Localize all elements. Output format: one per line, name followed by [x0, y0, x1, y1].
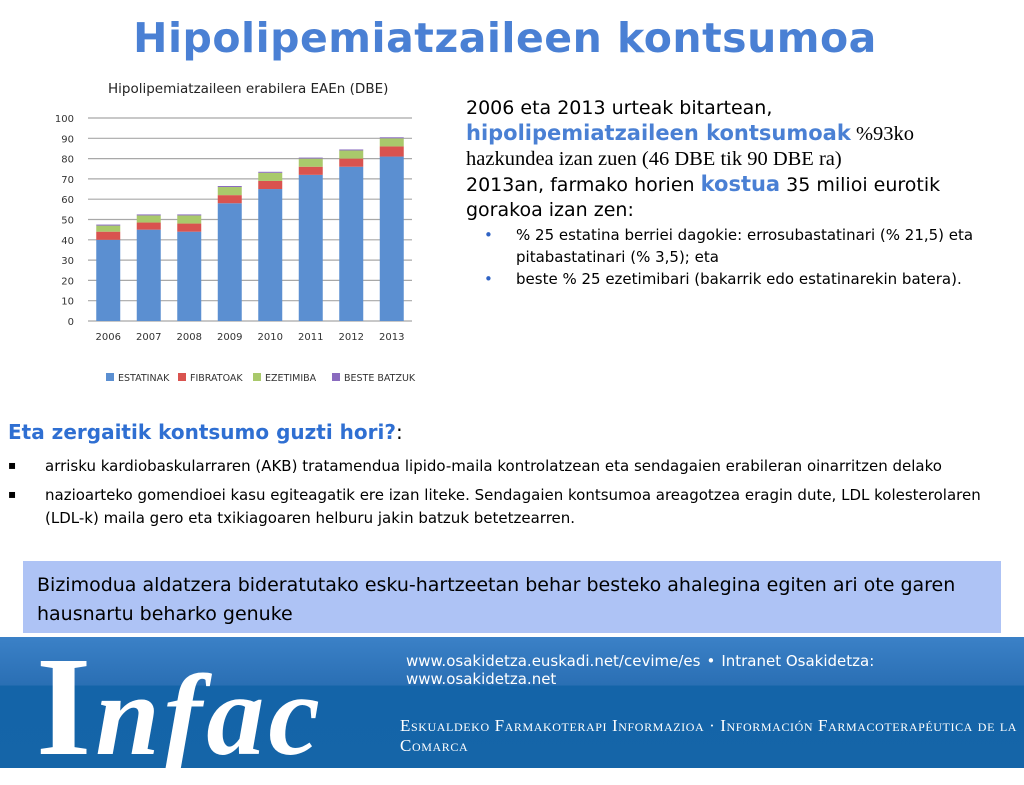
y-tick-label: 0: [68, 317, 74, 328]
cost-prefix: 2013an, farmako horien: [466, 174, 701, 196]
x-tick-label: 2009: [217, 332, 242, 343]
square-bullet-icon: ▪: [8, 487, 17, 501]
bar-segment: [298, 157, 323, 159]
bar-segment: [136, 214, 161, 216]
reason-text: arrisku kardiobaskularraren (AKB) tratam…: [45, 457, 942, 475]
bar-segment: [298, 158, 323, 167]
x-tick-label: 2013: [379, 332, 404, 343]
separator: •: [706, 652, 716, 670]
bar-segment: [339, 149, 364, 151]
bar-segment: [177, 215, 202, 224]
bar-segment: [258, 189, 283, 321]
square-bullet-icon: ▪: [8, 458, 17, 472]
bar-segment: [217, 203, 242, 321]
bar-segment: [217, 186, 242, 188]
bar-segment: [136, 229, 161, 321]
reasons-list: ▪ arrisku kardiobaskularraren (AKB) trat…: [8, 455, 1008, 536]
callout-box: Bizimodua aldatzera bideratutako esku-ha…: [23, 561, 1001, 633]
bar-segment: [177, 214, 202, 216]
bar-segment: [258, 172, 283, 181]
legend-swatch: [332, 373, 340, 381]
bar-segment: [217, 187, 242, 196]
bar-segment: [177, 223, 202, 232]
bar-segment: [379, 156, 404, 321]
x-tick-label: 2007: [136, 332, 161, 343]
footer-banner: [0, 637, 1024, 768]
x-tick-label: 2006: [96, 332, 121, 343]
y-tick-label: 80: [61, 155, 74, 166]
intranet-link[interactable]: Intranet Osakidetza: www.osakidetza.net: [406, 652, 875, 688]
intro-line-2: hipolipemiatzaileen kontsumoak %93ko: [466, 121, 1022, 147]
intro-text: 2006 eta 2013 urteak bitartean, hipolipe…: [466, 96, 1022, 290]
bar-segment: [339, 166, 364, 321]
legend-label: EZETIMIBA: [265, 373, 317, 384]
bar-segment: [96, 225, 121, 232]
bar-segment: [96, 239, 121, 321]
y-tick-label: 10: [61, 297, 74, 308]
y-tick-label: 100: [55, 114, 74, 125]
highlight-cost: kostua: [700, 172, 781, 196]
y-tick-label: 30: [61, 256, 74, 267]
cost-bullet-list: % 25 estatina berriei dagokie: errosubas…: [466, 224, 1022, 290]
bar-segment: [136, 222, 161, 230]
y-tick-label: 70: [61, 175, 74, 186]
why-heading-text: Eta zergaitik kontsumo guzti hori?: [8, 420, 396, 444]
chart-title: Hipolipemiatzaileen erabilera EAEn (DBE): [108, 81, 388, 97]
reason-text: nazioarteko gomendioei kasu egiteagatik …: [45, 486, 981, 527]
intro-line-1: 2006 eta 2013 urteak bitartean,: [466, 97, 773, 119]
x-tick-label: 2008: [177, 332, 202, 343]
legend-label: ESTATINAK: [118, 373, 170, 384]
legend-label: BESTE BATZUK: [344, 373, 416, 384]
y-tick-label: 50: [61, 216, 74, 227]
list-item: % 25 estatina berriei dagokie: errosubas…: [484, 224, 1022, 268]
cevime-link[interactable]: www.osakidetza.euskadi.net/cevime/es: [406, 652, 701, 670]
bar-segment: [298, 166, 323, 175]
list-item: beste % 25 ezetimibari (bakarrik edo est…: [484, 268, 1022, 290]
cost-suffix: 35 milioi eurotik: [780, 174, 941, 196]
infac-logo: Infac: [36, 627, 324, 785]
list-item: ▪ nazioarteko gomendioei kasu egiteagati…: [8, 484, 1008, 530]
bar-segment: [298, 174, 323, 321]
bar-segment: [379, 137, 404, 139]
intro-line-3: 2013an, farmako horien kostua 35 milioi …: [466, 172, 1022, 198]
bar-segment: [339, 158, 364, 167]
y-tick-label: 20: [61, 276, 74, 287]
bar-segment: [96, 231, 121, 240]
bar-segment: [96, 224, 121, 226]
legend-swatch: [253, 373, 261, 381]
why-heading: Eta zergaitik kontsumo guzti hori?:: [8, 420, 403, 444]
footer-links: www.osakidetza.euskadi.net/cevime/es • Int…: [406, 652, 1024, 688]
legend-swatch: [178, 373, 186, 381]
usage-chart: Hipolipemiatzaileen erabilera EAEn (DBE)…: [55, 81, 416, 384]
y-tick-label: 40: [61, 236, 74, 247]
page-title: Hipolipemiatzaileen kontsumoa: [133, 14, 877, 62]
intro-line-4: gorakoa izan zen:: [466, 199, 634, 221]
why-heading-colon: :: [395, 420, 403, 444]
list-item: ▪ arrisku kardiobaskularraren (AKB) trat…: [8, 455, 1008, 478]
bar-segment: [136, 215, 161, 223]
legend-swatch: [106, 373, 114, 381]
bar-segment: [339, 150, 364, 159]
bar-segment: [258, 171, 283, 173]
x-tick-label: 2010: [258, 332, 283, 343]
bar-segment: [379, 138, 404, 147]
growth-detail: hazkundea izan zuen (46 DBE tik 90 DBE r…: [466, 148, 842, 170]
y-tick-label: 90: [61, 134, 74, 145]
bar-segment: [258, 180, 283, 190]
x-tick-label: 2011: [298, 332, 323, 343]
legend-label: FIBRATOAK: [190, 373, 243, 384]
highlight-consumption: hipolipemiatzaileen kontsumoak: [466, 121, 851, 145]
x-tick-label: 2012: [339, 332, 364, 343]
footer-tagline: Eskualdeko Farmakoterapi Informazioa · I…: [400, 716, 1018, 755]
growth-percent: %93ko: [850, 123, 915, 145]
bar-segment: [177, 231, 202, 321]
y-tick-label: 60: [61, 195, 74, 206]
bar-segment: [217, 195, 242, 204]
bar-segment: [379, 146, 404, 157]
